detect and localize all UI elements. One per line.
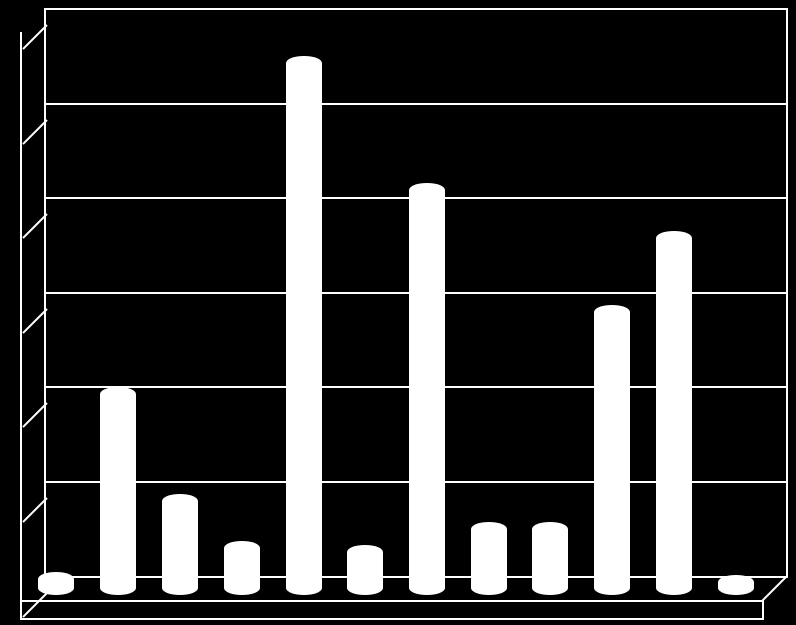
gridline: [44, 103, 786, 105]
floor-bottom-edge: [20, 618, 764, 620]
floor-front-post: [762, 600, 764, 618]
bar: [347, 545, 383, 595]
floor-front-edge: [20, 600, 764, 602]
frame-back-right: [786, 8, 788, 578]
bar: [471, 522, 507, 595]
floor-front-post: [20, 600, 22, 618]
bar: [162, 494, 198, 595]
bar: [718, 575, 754, 595]
floor-diag-right: [761, 576, 786, 601]
bar: [656, 231, 692, 595]
bar: [286, 56, 322, 595]
bar: [594, 305, 630, 595]
bar: [532, 522, 568, 595]
bar: [38, 572, 74, 595]
bar: [100, 387, 136, 595]
frame-front-left: [20, 32, 22, 602]
bar-chart: [0, 0, 796, 625]
bar: [224, 541, 260, 595]
bar: [409, 183, 445, 595]
gridline: [44, 8, 786, 10]
